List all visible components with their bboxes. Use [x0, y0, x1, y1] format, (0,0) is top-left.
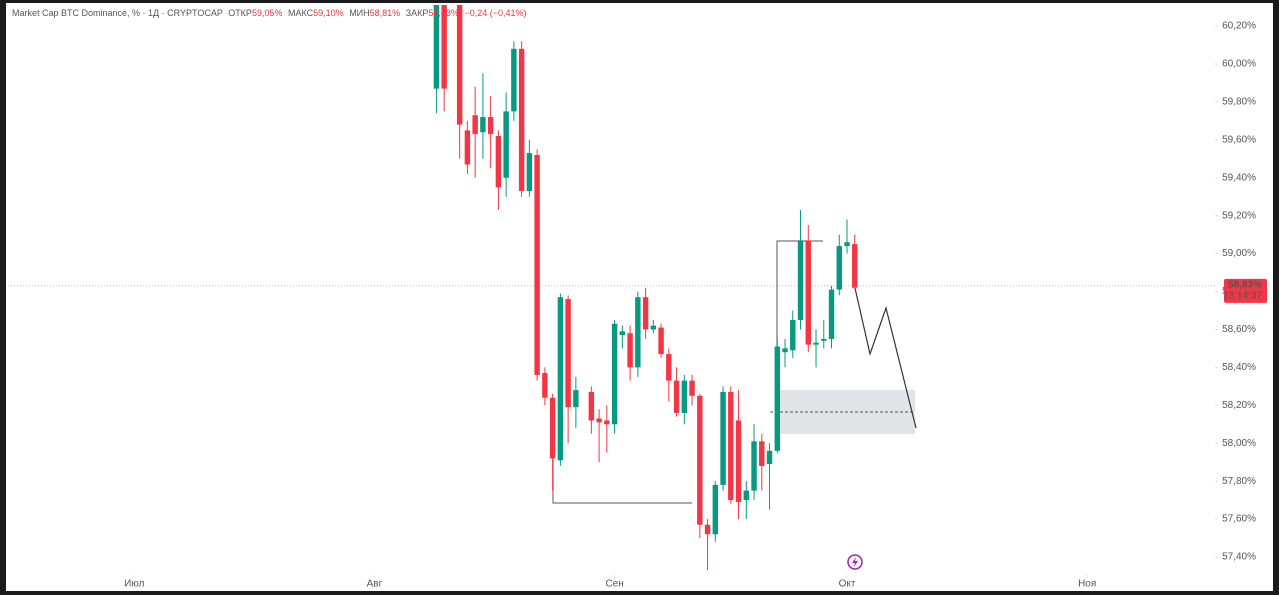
candle-body: [619, 331, 626, 336]
y-tick-label: 58,20%: [1222, 400, 1256, 411]
y-tick-label: 58,00%: [1222, 438, 1256, 449]
close-label: ЗАКР: [406, 8, 429, 18]
candle-body: [503, 111, 509, 178]
candle-body: [549, 397, 556, 459]
x-tick-label: Ноя: [1078, 579, 1096, 590]
candle-body: [565, 299, 571, 408]
candle-body: [704, 524, 711, 535]
low-value: 58,81%: [370, 8, 401, 18]
candle-body: [751, 441, 757, 491]
last-price-tag: [1224, 278, 1267, 303]
change-value: −0,24 (−0,41%): [464, 8, 526, 18]
candle-body: [844, 242, 850, 247]
candle-body: [464, 130, 471, 165]
candle-body: [720, 392, 726, 485]
y-tick-label: 59,40%: [1222, 172, 1256, 183]
candle-body: [689, 380, 695, 396]
y-tick-label: 59,80%: [1222, 97, 1256, 108]
candle-body: [472, 115, 478, 135]
plot-area: [8, 5, 1215, 571]
open-value: 59,05%: [252, 8, 283, 18]
candle-body: [766, 450, 773, 465]
candle-body: [797, 240, 804, 320]
candle-body: [495, 136, 502, 188]
y-tick-label: 57,60%: [1222, 514, 1256, 525]
candle-body: [635, 297, 641, 368]
y-tick-label: 59,00%: [1222, 248, 1256, 259]
event-icon[interactable]: [847, 554, 863, 570]
candle-body: [836, 246, 842, 290]
candle-body: [627, 333, 633, 368]
candle-body: [456, 5, 463, 125]
candle-body: [790, 319, 796, 351]
candle-body: [557, 297, 564, 461]
high-value: 59,10%: [313, 8, 344, 18]
projection-path: [854, 287, 917, 429]
candle-body: [433, 5, 440, 89]
x-tick-label: Авг: [367, 579, 383, 590]
candle-body: [774, 346, 780, 451]
candle-body: [681, 380, 688, 413]
candle-body: [604, 420, 610, 425]
candle-body: [759, 441, 765, 466]
y-tick-label: 58,40%: [1222, 362, 1256, 373]
candle-body: [596, 418, 602, 423]
candle-body: [828, 289, 835, 339]
candle-body: [642, 297, 649, 330]
y-tick-label: 59,60%: [1222, 134, 1256, 145]
y-tick-label: 58,60%: [1222, 324, 1256, 335]
candle-body: [526, 153, 533, 192]
candle-body: [852, 244, 858, 288]
y-tick-label: 60,20%: [1222, 21, 1256, 32]
y-tick-label: 57,40%: [1222, 552, 1256, 563]
high-label: МАКС: [288, 8, 314, 18]
candle-body: [487, 117, 494, 135]
candle-body: [805, 240, 811, 345]
candle-body: [511, 48, 517, 112]
x-tick-label: Окт: [839, 579, 856, 590]
candle-body: [650, 325, 657, 330]
candle-body: [728, 392, 734, 501]
candle-body: [611, 323, 618, 425]
candle-body: [441, 5, 447, 89]
symbol: Market Cap BTC Dominance, % · 1Д · CRYPT…: [12, 8, 223, 18]
x-tick-label: Сен: [605, 579, 623, 590]
candle-body: [743, 490, 750, 501]
low-label: МИН: [349, 8, 369, 18]
close-value: 58,83%: [428, 8, 459, 18]
candle-body: [542, 373, 548, 398]
candle-body: [658, 327, 664, 355]
header: Market Cap BTC Dominance, % · 1Д · CRYPT…: [12, 8, 526, 18]
candle-body: [735, 420, 742, 502]
y-tick-label: 57,80%: [1222, 476, 1256, 487]
candle-body: [573, 390, 579, 408]
y-tick-label: 60,00%: [1222, 59, 1256, 70]
candle-body: [821, 338, 827, 341]
candle-body: [673, 380, 680, 413]
candle-body: [712, 484, 719, 535]
open-label: ОТКР: [228, 8, 252, 18]
candle-body: [666, 354, 672, 381]
candle-body: [518, 48, 525, 192]
y-tick-label: 59,20%: [1222, 210, 1256, 221]
candle-body: [697, 395, 703, 525]
event-icon-bolt: [852, 557, 858, 567]
countdown-label: 13:14:37: [1223, 290, 1262, 301]
x-tick-label: Июл: [124, 579, 144, 590]
last-price-label: 58,83%: [1228, 279, 1262, 290]
chart-background: [6, 3, 1273, 591]
candle-body: [813, 342, 819, 345]
candle-body: [588, 392, 595, 421]
candle-body: [534, 154, 540, 375]
candle-body: [480, 117, 486, 133]
candle-body: [782, 348, 788, 353]
